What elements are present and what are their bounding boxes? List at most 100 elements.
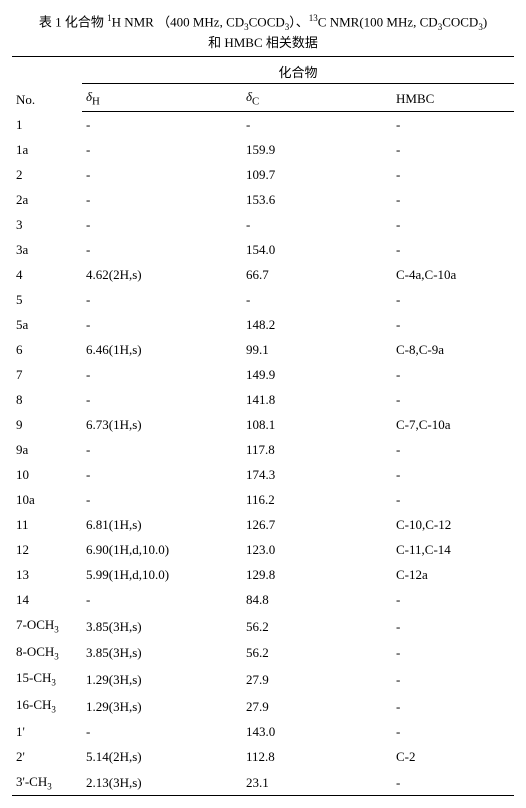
cell-dh: 4.62(2H,s) — [82, 262, 242, 287]
cell-hmbc: C-12a — [392, 562, 514, 587]
cell-no: 5 — [12, 287, 82, 312]
cell-no: 7-OCH3 — [12, 612, 82, 639]
cell-dc: 174.3 — [242, 462, 392, 487]
table-row: 7-OCH33.85(3H,s)56.2- — [12, 612, 514, 639]
cell-dh: 5.14(2H,s) — [82, 744, 242, 769]
cell-hmbc: - — [392, 112, 514, 138]
cell-dh: 1.29(3H,s) — [82, 665, 242, 692]
cell-dh: - — [82, 437, 242, 462]
cell-dc: 153.6 — [242, 187, 392, 212]
table-row: 44.62(2H,s)66.7C-4a,C-10a — [12, 262, 514, 287]
cell-no: 7 — [12, 362, 82, 387]
table-row: 10a-116.2- — [12, 487, 514, 512]
cell-no: 5a — [12, 312, 82, 337]
cell-dc: 84.8 — [242, 587, 392, 612]
cell-dc: - — [242, 212, 392, 237]
table-row: 2-109.7- — [12, 162, 514, 187]
cell-dc: 117.8 — [242, 437, 392, 462]
table-row: 1a-159.9- — [12, 137, 514, 162]
table-row: 3a-154.0- — [12, 237, 514, 262]
table-row: 3'-CH32.13(3H,s)23.1- — [12, 769, 514, 796]
cell-no: 3a — [12, 237, 82, 262]
cell-dh: - — [82, 362, 242, 387]
cell-dh: - — [82, 112, 242, 138]
col-header-compound: 化合物 — [82, 56, 514, 83]
cell-dh: - — [82, 719, 242, 744]
cell-hmbc: - — [392, 187, 514, 212]
cell-dc: 129.8 — [242, 562, 392, 587]
cell-dc: 141.8 — [242, 387, 392, 412]
table-row: 8-OCH33.85(3H,s)56.2- — [12, 639, 514, 666]
cell-dc: 148.2 — [242, 312, 392, 337]
cell-hmbc: - — [392, 437, 514, 462]
cell-hmbc: - — [392, 287, 514, 312]
table-row: 1'-143.0- — [12, 719, 514, 744]
cell-no: 3 — [12, 212, 82, 237]
table-row: 116.81(1H,s)126.7C-10,C-12 — [12, 512, 514, 537]
cell-dc: 27.9 — [242, 665, 392, 692]
cell-no: 2' — [12, 744, 82, 769]
cell-dc: 123.0 — [242, 537, 392, 562]
cell-dc: 116.2 — [242, 487, 392, 512]
col-header-no: No. — [12, 56, 82, 112]
cell-hmbc: C-2 — [392, 744, 514, 769]
col-header-dh: δH — [82, 83, 242, 112]
cell-hmbc: - — [392, 137, 514, 162]
table-title: 表 1 化合物 1H NMR （400 MHz, CD3COCD3）、13C N… — [12, 12, 514, 52]
cell-hmbc: C-10,C-12 — [392, 512, 514, 537]
cell-dc: 99.1 — [242, 337, 392, 362]
cell-hmbc: - — [392, 462, 514, 487]
cell-dc: - — [242, 287, 392, 312]
cell-dh: 5.99(1H,d,10.0) — [82, 562, 242, 587]
cell-dh: - — [82, 587, 242, 612]
cell-dh: 1.29(3H,s) — [82, 692, 242, 719]
table-row: 10-174.3- — [12, 462, 514, 487]
cell-no: 4 — [12, 262, 82, 287]
cell-dc: 143.0 — [242, 719, 392, 744]
cell-dc: 112.8 — [242, 744, 392, 769]
cell-dc: 149.9 — [242, 362, 392, 387]
cell-no: 1a — [12, 137, 82, 162]
cell-no: 1 — [12, 112, 82, 138]
table-row: 15-CH31.29(3H,s)27.9- — [12, 665, 514, 692]
cell-dh: 6.81(1H,s) — [82, 512, 242, 537]
table-row: 2a-153.6- — [12, 187, 514, 212]
table-row: 135.99(1H,d,10.0)129.8C-12a — [12, 562, 514, 587]
cell-hmbc: - — [392, 487, 514, 512]
table-row: 96.73(1H,s)108.1C-7,C-10a — [12, 412, 514, 437]
cell-no: 10a — [12, 487, 82, 512]
table-row: 2'5.14(2H,s)112.8C-2 — [12, 744, 514, 769]
cell-hmbc: - — [392, 587, 514, 612]
table-body: 1---1a-159.9-2-109.7-2a-153.6-3---3a-154… — [12, 112, 514, 796]
nmr-table: No. 化合物 δH δC HMBC 1---1a-159.9-2-109.7-… — [12, 56, 514, 797]
cell-dc: 159.9 — [242, 137, 392, 162]
cell-hmbc: C-11,C-14 — [392, 537, 514, 562]
table-row: 16-CH31.29(3H,s)27.9- — [12, 692, 514, 719]
cell-dc: 126.7 — [242, 512, 392, 537]
cell-dh: - — [82, 287, 242, 312]
cell-dc: 23.1 — [242, 769, 392, 796]
cell-hmbc: C-7,C-10a — [392, 412, 514, 437]
cell-hmbc: - — [392, 212, 514, 237]
table-row: 14-84.8- — [12, 587, 514, 612]
cell-no: 10 — [12, 462, 82, 487]
cell-hmbc: C-8,C-9a — [392, 337, 514, 362]
cell-dh: - — [82, 462, 242, 487]
cell-no: 1' — [12, 719, 82, 744]
cell-dh: 6.46(1H,s) — [82, 337, 242, 362]
cell-dc: 56.2 — [242, 639, 392, 666]
cell-no: 9 — [12, 412, 82, 437]
cell-hmbc: - — [392, 237, 514, 262]
cell-no: 3'-CH3 — [12, 769, 82, 796]
table-row: 126.90(1H,d,10.0)123.0C-11,C-14 — [12, 537, 514, 562]
cell-dh: 6.73(1H,s) — [82, 412, 242, 437]
cell-no: 8 — [12, 387, 82, 412]
cell-no: 14 — [12, 587, 82, 612]
cell-no: 2 — [12, 162, 82, 187]
cell-dh: - — [82, 387, 242, 412]
cell-no: 12 — [12, 537, 82, 562]
cell-dc: 109.7 — [242, 162, 392, 187]
col-header-dc: δC — [242, 83, 392, 112]
cell-no: 15-CH3 — [12, 665, 82, 692]
cell-no: 2a — [12, 187, 82, 212]
